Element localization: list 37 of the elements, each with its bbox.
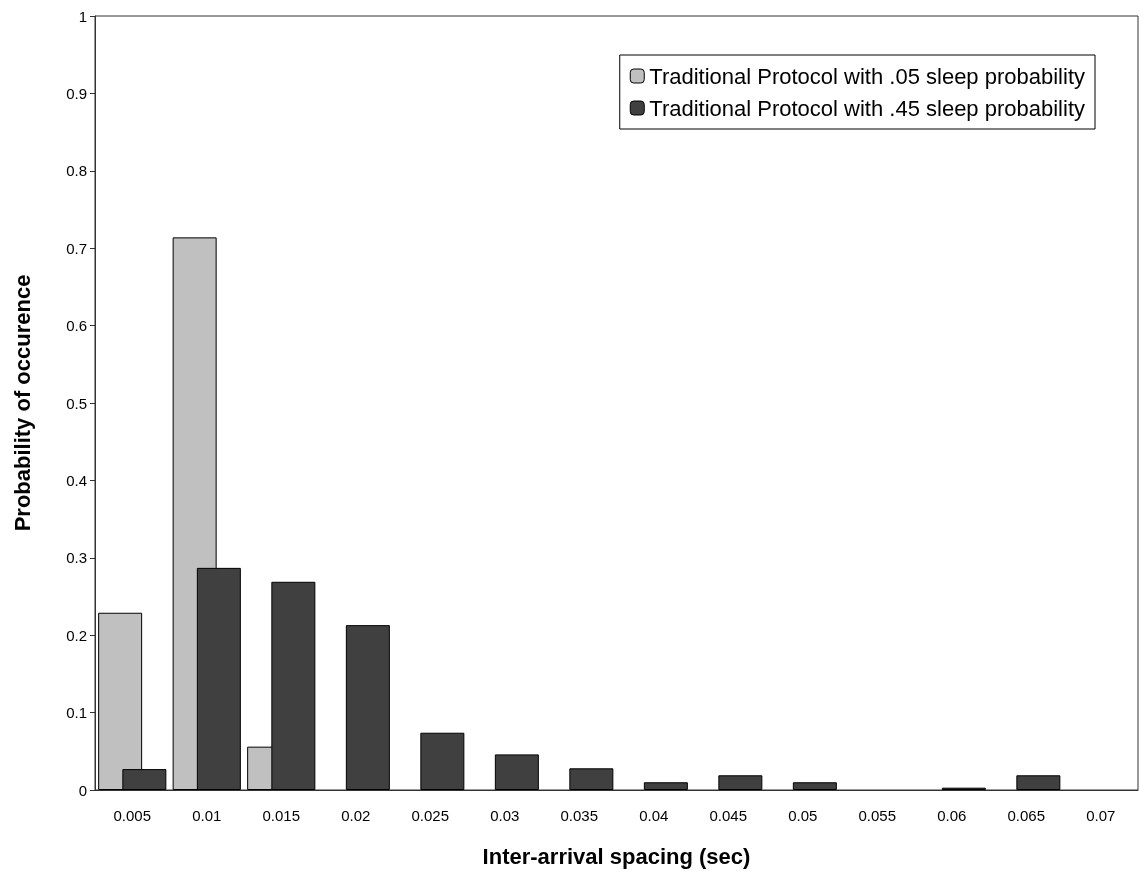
- bar: [792, 782, 837, 790]
- x-tick-label: 0.07: [1086, 807, 1116, 824]
- y-tick-label: 0.3: [66, 549, 87, 567]
- bar: [643, 782, 688, 790]
- x-tick-label: 0.01: [192, 807, 222, 824]
- y-axis-title: Probability of occurence: [9, 274, 35, 532]
- bar: [494, 754, 539, 790]
- x-tick-label: 0.015: [262, 807, 301, 824]
- y-tick-label: 0.8: [66, 162, 87, 180]
- y-tick-label: 0.2: [66, 626, 87, 644]
- y-tick-label: 0: [78, 781, 87, 799]
- y-tick-label: 0.7: [66, 239, 87, 257]
- legend-label: Traditional Protocol with .45 sleep probability: [649, 95, 1085, 121]
- x-tick-label: 0.04: [639, 807, 669, 824]
- x-tick-label: 0.025: [411, 807, 450, 824]
- y-tick-label: 0.6: [66, 317, 87, 335]
- bar: [718, 775, 763, 790]
- x-tick-label: 0.035: [560, 807, 599, 824]
- x-tick-label: 0.005: [113, 807, 152, 824]
- bar: [569, 768, 614, 790]
- bar: [345, 625, 390, 790]
- x-tick-label: 0.02: [341, 807, 371, 824]
- bar: [420, 732, 465, 790]
- x-tick-label: 0.05: [788, 807, 818, 824]
- legend-label: Traditional Protocol with .05 sleep probability: [649, 63, 1085, 89]
- y-tick-label: 0.1: [66, 704, 87, 722]
- x-tick-label: 0.065: [1007, 807, 1046, 824]
- y-tick-label: 0.5: [66, 394, 87, 412]
- x-tick-label: 0.055: [858, 807, 897, 824]
- y-tick-label: 0.9: [66, 84, 87, 102]
- x-tick-label: 0.045: [709, 807, 748, 824]
- y-tick-label: 0.4: [66, 471, 87, 489]
- x-tick-label: 0.06: [937, 807, 967, 824]
- y-tick-label: 1: [78, 7, 87, 25]
- x-axis-title: Inter-arrival spacing (sec): [482, 843, 751, 869]
- bar: [1016, 775, 1061, 790]
- x-tick-label: 0.03: [490, 807, 520, 824]
